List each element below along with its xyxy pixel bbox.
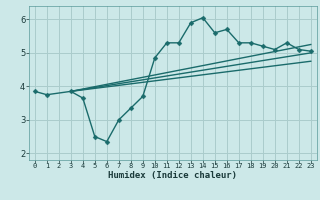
X-axis label: Humidex (Indice chaleur): Humidex (Indice chaleur) <box>108 171 237 180</box>
